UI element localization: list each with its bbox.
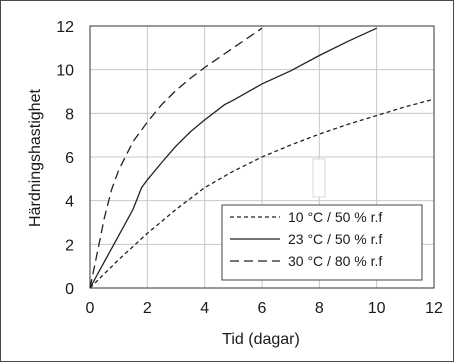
series-line-2 (89, 27, 377, 289)
y-tick-label: 8 (65, 106, 74, 123)
legend-box (221, 204, 423, 281)
series-line-3 (89, 27, 263, 289)
y-tick-label: 4 (65, 194, 74, 211)
series-layer (89, 27, 435, 289)
x-tick-label: 12 (425, 300, 443, 317)
y-tick-label: 6 (65, 150, 74, 167)
legend: 10 °C / 50 % r.f 23 °C / 50 % r.f 30 °C / … (221, 204, 423, 281)
plot-area (89, 25, 435, 289)
x-tick-label: 8 (315, 300, 324, 317)
x-axis-ticks: 0 2 4 6 8 10 12 (86, 300, 443, 317)
y-tick-label: 2 (65, 237, 74, 254)
y-axis-label: Härdningshastighet (27, 89, 44, 227)
x-tick-label: 0 (86, 300, 95, 317)
legend-label: 23 °C / 50 % r.f (288, 231, 382, 247)
y-tick-label: 10 (56, 63, 74, 80)
legend-label: 10 °C / 50 % r.f (288, 209, 382, 225)
y-tick-label: 12 (56, 19, 74, 36)
y-axis-ticks: 0 2 4 6 8 10 12 (56, 19, 74, 298)
x-tick-label: 4 (200, 300, 209, 317)
x-tick-label: 10 (368, 300, 386, 317)
y-tick-label: 0 (65, 281, 74, 298)
plot-artifact-box (312, 158, 326, 198)
legend-label: 30 °C / 80 % r.f (288, 253, 382, 269)
x-tick-label: 2 (143, 300, 152, 317)
x-axis-label: Tid (dagar) (222, 331, 300, 348)
x-tick-label: 6 (258, 300, 267, 317)
